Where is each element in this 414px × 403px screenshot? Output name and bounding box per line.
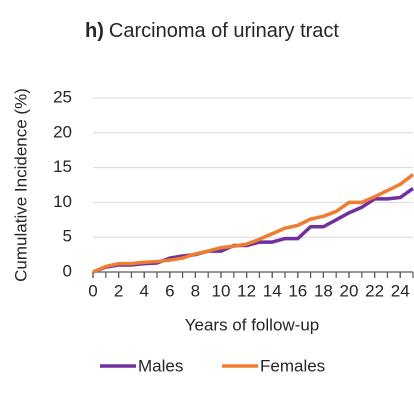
legend-label: Males bbox=[138, 356, 183, 375]
chart-heading: h) Carcinoma of urinary tract bbox=[85, 20, 339, 42]
x-tick-label: 2 bbox=[114, 281, 123, 300]
x-tick-label: 16 bbox=[288, 281, 307, 300]
y-axis-title: Cumulative Incidence (%) bbox=[11, 88, 30, 282]
x-axis-title: Years of follow-up bbox=[185, 315, 320, 334]
x-tick-label: 22 bbox=[365, 281, 384, 300]
x-tick-label: 4 bbox=[139, 281, 148, 300]
y-tick-label: 5 bbox=[63, 227, 72, 246]
y-tick-label: 0 bbox=[63, 261, 72, 280]
series-line bbox=[92, 173, 414, 274]
x-tick-label: 18 bbox=[314, 281, 333, 300]
x-tick-label: 14 bbox=[263, 281, 282, 300]
panel-label: h) bbox=[85, 20, 104, 42]
x-tick-label: 12 bbox=[237, 281, 256, 300]
chart-title: Carcinoma of urinary tract bbox=[109, 20, 340, 42]
x-tick-label: 8 bbox=[191, 281, 200, 300]
legend-item: Males bbox=[100, 356, 183, 375]
x-tick-label: 24 bbox=[391, 281, 410, 300]
y-tick-label: 25 bbox=[53, 87, 72, 106]
x-tick-label: 10 bbox=[212, 281, 231, 300]
y-tick-label: 15 bbox=[53, 157, 72, 176]
x-tick-label: 20 bbox=[340, 281, 359, 300]
x-tick-label: 6 bbox=[165, 281, 174, 300]
y-tick-label: 10 bbox=[53, 192, 72, 211]
x-tick-label: 0 bbox=[88, 281, 97, 300]
y-tick-label: 20 bbox=[53, 122, 72, 141]
legend-item: Females bbox=[222, 356, 325, 375]
legend-label: Females bbox=[260, 356, 325, 375]
